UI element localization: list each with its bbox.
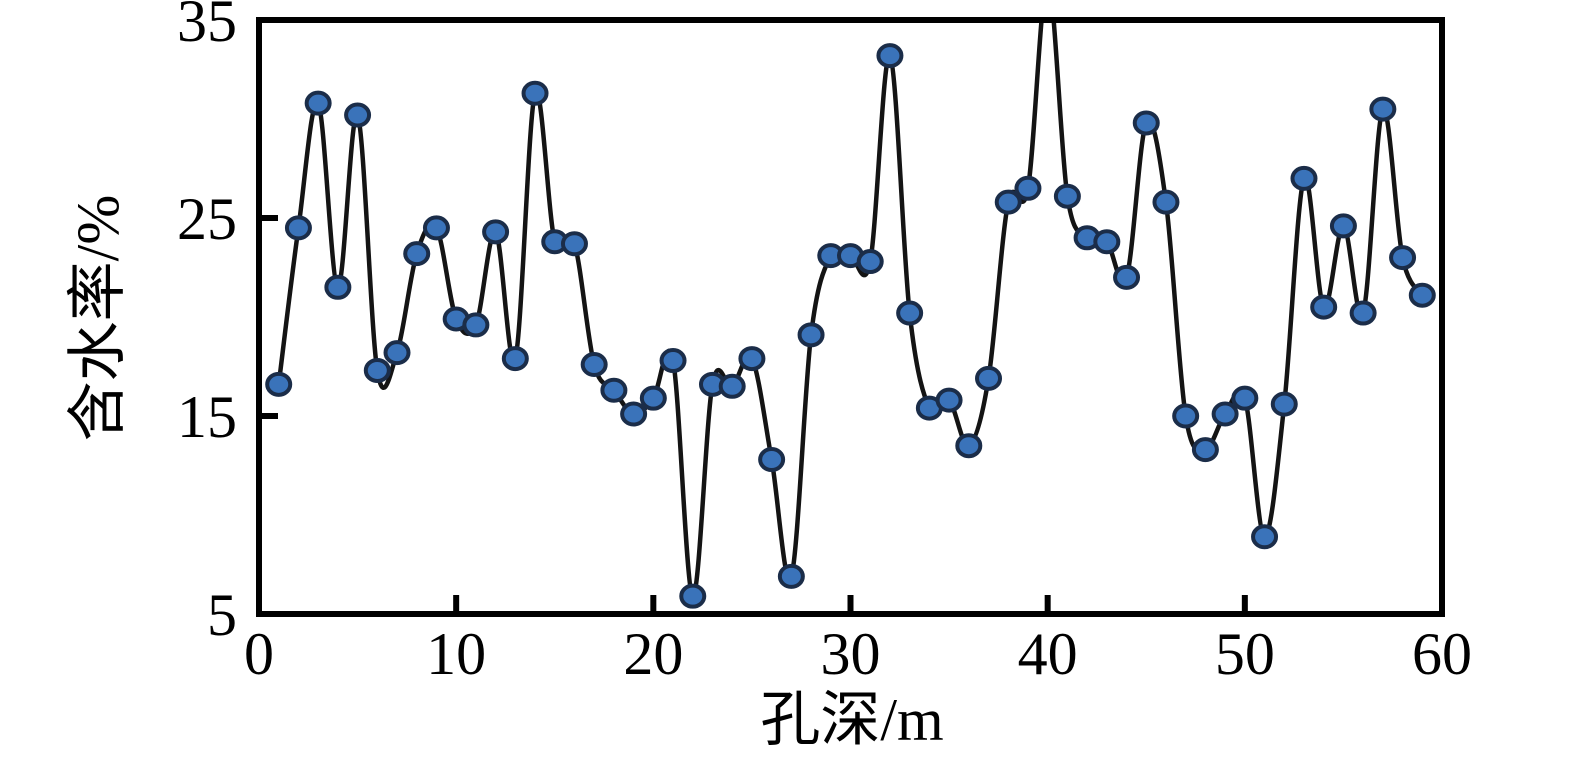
data-point <box>304 90 332 116</box>
y-axis-tick-label: 15 <box>177 384 237 450</box>
data-point <box>639 385 667 411</box>
data-point <box>955 433 983 459</box>
data-point <box>422 215 450 241</box>
data-point <box>600 377 628 403</box>
data-point <box>1290 165 1318 191</box>
x-axis-tick-label: 0 <box>244 621 274 687</box>
data-point <box>1310 294 1338 320</box>
data-point <box>1329 213 1357 239</box>
labels-layer: 0 10 20 30 40 50 60 5 15 25 35 <box>177 0 1472 687</box>
data-point <box>1152 189 1180 215</box>
x-axis-tick-label: 60 <box>1412 621 1472 687</box>
data-point <box>1014 175 1042 201</box>
data-point <box>994 189 1022 215</box>
x-axis-title: 孔深/m <box>760 687 943 753</box>
data-point <box>383 340 411 366</box>
data-point <box>462 312 490 338</box>
data-point <box>856 249 884 275</box>
data-point <box>935 387 963 413</box>
y-axis-tick-label: 35 <box>177 0 237 54</box>
data-point <box>620 401 648 427</box>
data-point <box>1408 282 1436 308</box>
data-point <box>403 241 431 267</box>
data-point <box>1270 391 1298 417</box>
data-point <box>896 300 924 326</box>
data-point <box>344 102 372 128</box>
data-point <box>1191 437 1219 463</box>
data-point <box>324 274 352 300</box>
axes-layer <box>256 17 1445 617</box>
data-point <box>521 80 549 106</box>
data-point <box>1172 403 1200 429</box>
x-axis-tick-label: 10 <box>426 621 486 687</box>
data-point <box>363 357 391 383</box>
data-point <box>975 365 1003 391</box>
data-point <box>1349 300 1377 326</box>
data-point <box>501 346 529 372</box>
data-point <box>659 348 687 374</box>
data-point <box>738 346 766 372</box>
data-point <box>679 583 707 609</box>
data-point <box>284 215 312 241</box>
data-point <box>718 373 746 399</box>
x-axis-tick-label: 40 <box>1018 621 1078 687</box>
data-point <box>777 563 805 589</box>
y-axis-title: 含水率/% <box>65 195 131 442</box>
data-point <box>1053 183 1081 209</box>
data-point <box>758 447 786 473</box>
data-point <box>1132 110 1160 136</box>
x-axis-tick-label: 50 <box>1215 621 1275 687</box>
data-point <box>265 371 293 397</box>
series-layer <box>265 20 1436 609</box>
y-axis-tick-label: 5 <box>207 582 237 648</box>
data-series-line <box>276 20 1425 599</box>
data-point <box>1211 401 1239 427</box>
data-point <box>797 322 825 348</box>
data-point <box>580 352 608 378</box>
data-point <box>1369 96 1397 122</box>
data-point <box>876 43 904 69</box>
data-point <box>1113 264 1141 290</box>
x-axis-tick-label: 20 <box>623 621 683 687</box>
data-point <box>1251 524 1279 550</box>
x-axis-tick-label: 30 <box>821 621 881 687</box>
data-point <box>560 231 588 257</box>
data-point <box>1389 245 1417 271</box>
data-point <box>1231 385 1259 411</box>
data-point <box>1093 229 1121 255</box>
y-axis-tick-label: 25 <box>177 186 237 252</box>
data-point <box>482 219 510 245</box>
